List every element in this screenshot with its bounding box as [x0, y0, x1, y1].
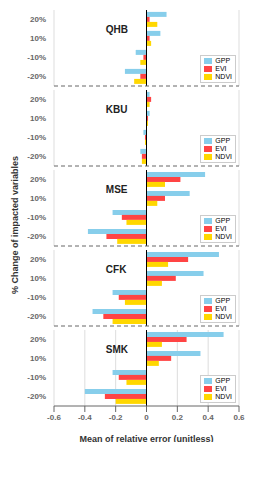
svg-text:-20%: -20%: [27, 152, 46, 161]
svg-text:Mean of relative error (unitle: Mean of relative error (unitless): [79, 434, 213, 442]
svg-text:20%: 20%: [30, 175, 46, 184]
html-text:NDVI: NDVI: [215, 233, 232, 240]
svg-text:-20%: -20%: [27, 392, 46, 401]
svg-text:0.2: 0.2: [172, 413, 184, 422]
svg-text:-20%: -20%: [27, 232, 46, 241]
svg-text:10%: 10%: [30, 274, 46, 283]
svg-text:-10%: -10%: [27, 133, 46, 142]
svg-text:-0.6: -0.6: [47, 413, 61, 422]
html-text:EVI: EVI: [215, 225, 227, 232]
svg-text:-20%: -20%: [27, 312, 46, 321]
svg-text:-10%: -10%: [27, 53, 46, 62]
html-text:EVI: EVI: [215, 65, 227, 72]
html-text:GPP: GPP: [215, 377, 231, 384]
svg-text:-10%: -10%: [27, 213, 46, 222]
svg-text:0.4: 0.4: [203, 413, 215, 422]
html-text:GPP: GPP: [215, 137, 231, 144]
html-text:CFK: CFK: [105, 263, 127, 275]
html-text:NDVI: NDVI: [215, 393, 232, 400]
html-text:% Change of impacted variables: % Change of impacted variables: [10, 156, 20, 294]
svg-text:0: 0: [144, 413, 149, 422]
html-text:NDVI: NDVI: [215, 313, 232, 320]
html-text:EVI: EVI: [215, 145, 227, 152]
html-text:EVI: EVI: [215, 305, 227, 312]
html-text:EVI: EVI: [215, 385, 227, 392]
svg-text:10%: 10%: [30, 354, 46, 363]
svg-text:-0.2: -0.2: [109, 413, 123, 422]
html-text:KBU: KBU: [105, 103, 128, 115]
svg-text:-0.4: -0.4: [78, 413, 92, 422]
svg-text:20%: 20%: [30, 95, 46, 104]
html-text:GPP: GPP: [215, 217, 231, 224]
html-text:MSE: MSE: [105, 183, 128, 195]
html-text:QHB: QHB: [105, 23, 128, 35]
html-text:NDVI: NDVI: [215, 153, 232, 160]
html-text:GPP: GPP: [215, 57, 231, 64]
svg-text:10%: 10%: [30, 194, 46, 203]
html-text:GPP: GPP: [215, 297, 231, 304]
html-text:SMK: SMK: [105, 343, 128, 355]
svg-text:20%: 20%: [30, 15, 46, 24]
svg-text:0.6: 0.6: [233, 413, 245, 422]
svg-text:-10%: -10%: [27, 373, 46, 382]
svg-text:-20%: -20%: [27, 72, 46, 81]
svg-text:10%: 10%: [30, 114, 46, 123]
svg-text:20%: 20%: [30, 335, 46, 344]
svg-text:10%: 10%: [30, 34, 46, 43]
svg-text:-10%: -10%: [27, 293, 46, 302]
svg-text:20%: 20%: [30, 255, 46, 264]
html-text:NDVI: NDVI: [215, 73, 232, 80]
